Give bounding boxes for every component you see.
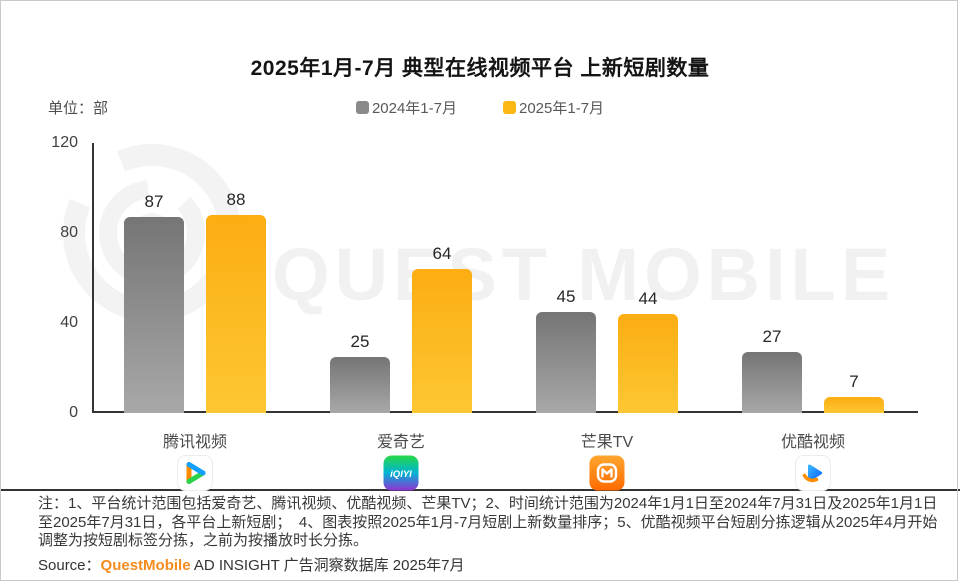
legend-swatch-2025 (503, 101, 516, 114)
bar-爱奇艺-2025年1-7月 (412, 269, 472, 413)
source-prefix: Source： (38, 557, 101, 574)
bar-value-优酷视频-2024年1-7月: 27 (762, 327, 782, 346)
bar-value-优酷视频-2025年1-7月: 7 (849, 372, 859, 391)
bar-value-腾讯视频-2024年1-7月: 87 (144, 192, 164, 211)
footer-separator (0, 489, 960, 491)
mango-tv-icon (589, 455, 625, 491)
category-label-优酷视频: 优酷视频 (780, 434, 845, 451)
category-label-芒果TV: 芒果TV (580, 434, 634, 451)
legend-label-2024: 2024年1-7月 (371, 100, 457, 117)
y-axis-line (92, 143, 94, 413)
bar-爱奇艺-2024年1-7月 (330, 357, 390, 413)
x-axis-line (92, 411, 918, 413)
bar-value-芒果TV-2025年1-7月: 44 (638, 289, 658, 308)
tencent-video-icon (177, 455, 213, 491)
chart-title: 2025年1月-7月 典型在线视频平台 上新短剧数量 (250, 57, 710, 80)
bar-腾讯视频-2024年1-7月 (124, 217, 184, 413)
bar-腾讯视频-2025年1-7月 (206, 215, 266, 413)
bar-value-爱奇艺-2024年1-7月: 25 (350, 332, 370, 351)
category-label-爱奇艺: 爱奇艺 (376, 434, 425, 451)
bar-value-爱奇艺-2025年1-7月: 64 (432, 244, 452, 263)
legend-item-2024: 2024年1-7月 (355, 97, 457, 118)
y-tick-80: 80 (60, 224, 78, 241)
bar-芒果TV-2025年1-7月 (618, 314, 678, 413)
watermark-text: QUEST MOBILE (272, 233, 896, 316)
legend-item-2025: 2025年1-7月 (503, 97, 604, 118)
footnotes: 注：1、平台统计范围包括爱奇艺、腾讯视频、优酷视频、芒果TV；2、时间统计范围为… (38, 495, 938, 549)
y-tick-40: 40 (60, 314, 78, 331)
unit-label: 单位：部 (48, 100, 109, 117)
category-label-腾讯视频: 腾讯视频 (162, 434, 227, 451)
chart-legend: 2024年1-7月 2025年1-7月 (0, 97, 960, 118)
svg-text:iQIYI: iQIYI (390, 469, 412, 480)
y-tick-0: 0 (69, 404, 78, 421)
iqiyi-icon: iQIYI (383, 455, 419, 491)
bar-value-芒果TV-2024年1-7月: 45 (556, 287, 576, 306)
legend-swatch-2024 (355, 101, 369, 114)
bar-优酷视频-2024年1-7月 (742, 352, 802, 413)
y-tick-120: 120 (51, 134, 78, 151)
source-brand: QuestMobile (100, 557, 191, 574)
bar-value-腾讯视频-2025年1-7月: 88 (226, 190, 246, 209)
youku-icon (795, 455, 831, 491)
legend-label-2025: 2025年1-7月 (519, 100, 605, 117)
source-suffix: AD INSIGHT 广告洞察数据库 2025年7月 (190, 557, 465, 574)
source-line: Source：QuestMobile AD INSIGHT 广告洞察数据库 20… (38, 554, 465, 575)
bar-芒果TV-2024年1-7月 (536, 312, 596, 413)
bar-优酷视频-2025年1-7月 (824, 397, 884, 413)
